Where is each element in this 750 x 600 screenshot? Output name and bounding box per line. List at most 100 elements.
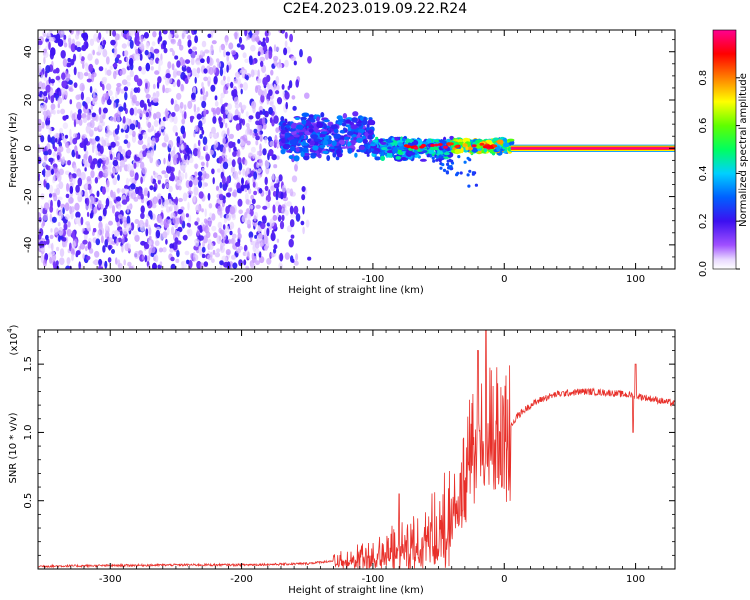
heatmap-cell bbox=[161, 183, 165, 190]
heatmap-cell bbox=[229, 230, 233, 236]
heatmap-cell bbox=[51, 242, 54, 252]
heatmap-cell bbox=[445, 170, 449, 174]
heatmap-cell bbox=[153, 119, 159, 128]
heatmap-cell bbox=[211, 225, 217, 232]
heatmap-cell bbox=[170, 256, 175, 262]
heatmap-cell bbox=[83, 72, 89, 77]
heatmap-cell bbox=[254, 234, 258, 239]
heatmap-cell bbox=[57, 200, 61, 207]
heatmap-cell bbox=[141, 255, 145, 260]
heatmap-cell bbox=[47, 243, 53, 249]
heatmap-cell bbox=[55, 67, 60, 74]
heatmap-cell bbox=[51, 216, 57, 223]
heatmap-cell bbox=[144, 78, 149, 84]
heatmap-cell bbox=[215, 58, 220, 63]
heatmap-cell bbox=[220, 43, 226, 51]
heatmap-cell bbox=[196, 106, 200, 112]
heatmap-cell bbox=[329, 146, 336, 150]
heatmap-cell bbox=[195, 60, 202, 66]
heatmap-cell bbox=[144, 49, 149, 56]
heatmap-cell bbox=[235, 241, 241, 247]
heatmap-cell bbox=[225, 51, 231, 56]
heatmap-cell bbox=[110, 141, 116, 148]
heatmap-cell bbox=[72, 137, 78, 145]
heatmap-cell bbox=[70, 247, 74, 255]
heatmap-cell bbox=[153, 48, 160, 54]
heatmap-cell bbox=[285, 209, 289, 216]
heatmap-cell bbox=[456, 171, 460, 175]
heatmap-cell bbox=[471, 147, 479, 153]
heatmap-cell bbox=[233, 78, 238, 84]
y-tick-label: 1.5 bbox=[23, 356, 34, 372]
heatmap-cell bbox=[95, 238, 101, 246]
heatmap-cell bbox=[215, 107, 221, 116]
heatmap-cell bbox=[129, 169, 135, 178]
heatmap-cell bbox=[75, 150, 79, 159]
heatmap-cell bbox=[170, 98, 174, 105]
heatmap-cell bbox=[159, 261, 163, 266]
heatmap-cell bbox=[43, 56, 46, 65]
heatmap-cell bbox=[147, 264, 151, 269]
heatmap-cell bbox=[43, 202, 50, 211]
heatmap-cell bbox=[174, 237, 179, 244]
heatmap-cell bbox=[259, 110, 263, 115]
heatmap-cell bbox=[42, 168, 46, 178]
heatmap-cell bbox=[222, 137, 226, 145]
heatmap-cell bbox=[233, 146, 237, 153]
y-tick-label: 40 bbox=[23, 45, 34, 58]
heatmap-cell bbox=[178, 197, 183, 203]
heatmap-cell bbox=[257, 51, 261, 57]
heatmap-cell bbox=[264, 160, 270, 168]
heatmap-cell bbox=[278, 58, 282, 68]
heatmap-cell bbox=[41, 121, 45, 129]
heatmap-cell bbox=[280, 137, 286, 144]
heatmap-cell bbox=[126, 141, 131, 149]
heatmap-cell bbox=[207, 80, 211, 87]
heatmap-cell bbox=[64, 202, 70, 212]
heatmap-cell bbox=[220, 79, 226, 86]
heatmap-cell bbox=[184, 153, 188, 161]
heatmap-cell bbox=[126, 56, 129, 63]
heatmap-cell bbox=[288, 80, 293, 89]
heatmap-cell bbox=[292, 105, 297, 111]
heatmap-cell bbox=[113, 46, 118, 56]
heatmap-cell bbox=[257, 224, 261, 234]
heatmap-cell bbox=[281, 214, 285, 222]
heatmap-cell bbox=[140, 176, 143, 184]
heatmap-cell bbox=[208, 242, 214, 250]
heatmap-cell bbox=[132, 230, 138, 236]
heatmap-cell bbox=[272, 214, 278, 221]
heatmap-cell bbox=[64, 134, 69, 139]
heatmap-cell bbox=[246, 125, 251, 135]
heatmap-cell bbox=[121, 43, 127, 49]
heatmap-cell bbox=[276, 97, 283, 105]
heatmap-cell bbox=[284, 132, 291, 138]
heatmap-cell bbox=[50, 78, 55, 84]
heatmap-cell bbox=[48, 126, 52, 135]
heatmap-cell bbox=[67, 221, 71, 228]
heatmap-cell bbox=[53, 146, 58, 152]
heatmap-cell bbox=[102, 49, 108, 58]
heatmap-cell bbox=[167, 61, 172, 69]
heatmap-cell bbox=[38, 44, 41, 50]
heatmap-cell bbox=[95, 114, 99, 122]
heatmap-cell bbox=[116, 116, 121, 123]
heatmap-cell bbox=[98, 170, 104, 178]
heatmap-cell bbox=[122, 121, 128, 131]
heatmap-cell bbox=[284, 31, 288, 39]
heatmap-cell bbox=[219, 181, 223, 189]
heatmap-cell bbox=[199, 224, 203, 233]
heatmap-cell bbox=[354, 152, 358, 158]
heatmap-cell bbox=[84, 167, 87, 172]
heatmap-cell bbox=[150, 66, 154, 71]
heatmap-cell bbox=[216, 61, 222, 69]
heatmap-cell bbox=[273, 83, 277, 90]
heatmap-cell bbox=[296, 124, 304, 130]
heatmap-cell bbox=[75, 33, 80, 40]
heatmap-cell bbox=[279, 220, 285, 230]
heatmap-cell bbox=[294, 163, 298, 172]
heatmap-cell bbox=[75, 217, 81, 224]
heatmap-cell bbox=[181, 212, 185, 222]
heatmap-cell bbox=[245, 167, 251, 175]
heatmap-cell bbox=[316, 116, 320, 122]
